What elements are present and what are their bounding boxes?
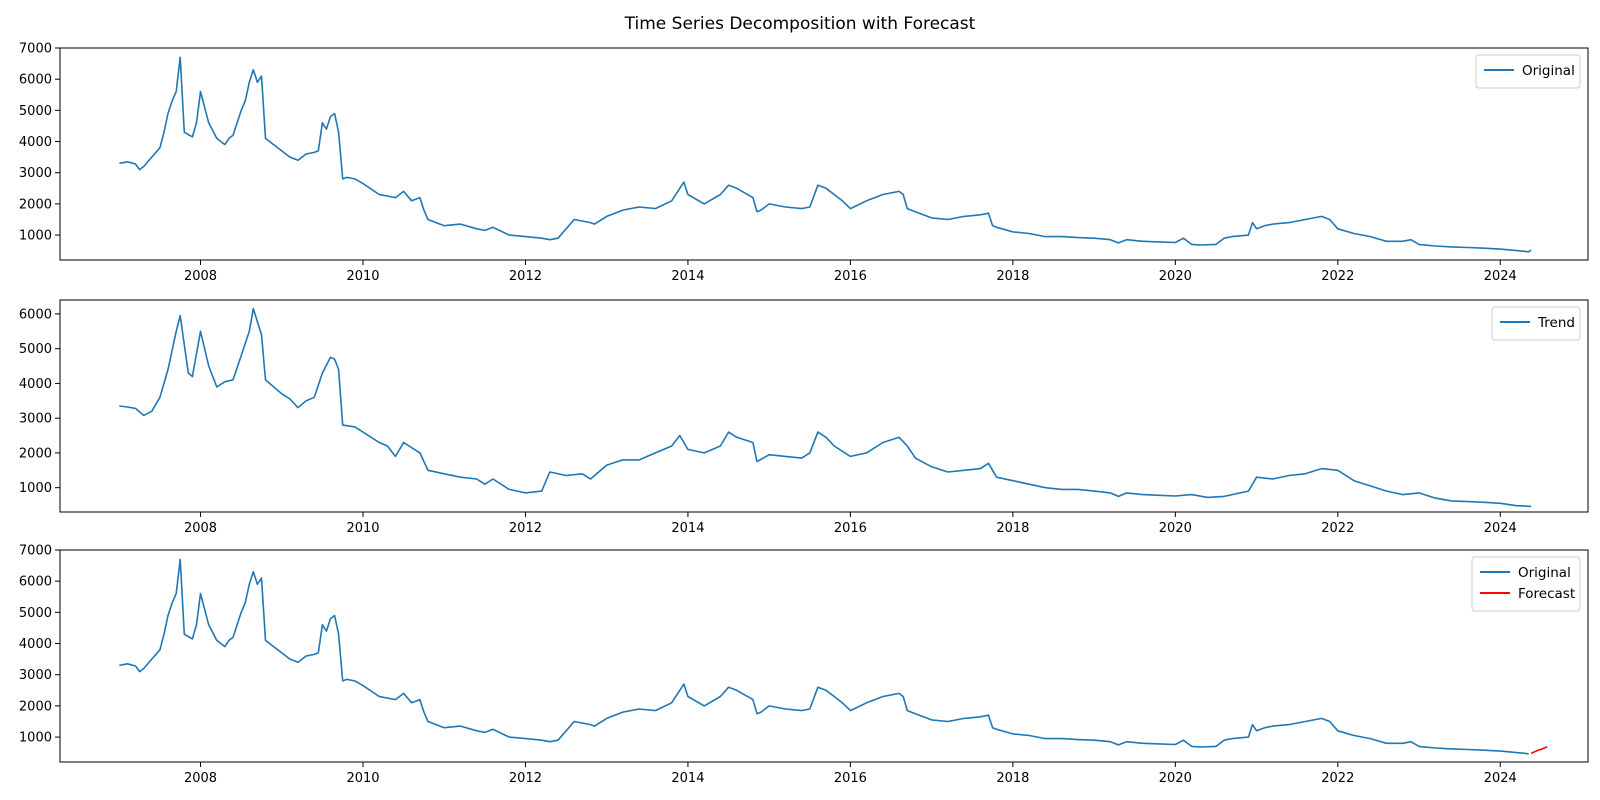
figure-title: Time Series Decomposition with Forecast	[624, 14, 976, 34]
subplot-3: 2008 2010 2012 2014 2016 2018 2020 2022 2024 1000…	[19, 544, 1589, 786]
axes-frame	[59, 299, 1589, 513]
legend-label: Trend	[1537, 315, 1575, 331]
legend-label: Original	[1522, 63, 1575, 79]
axes-frame	[59, 549, 1589, 763]
axes-frame	[59, 47, 1589, 261]
x-tick-label: 2024	[1484, 771, 1517, 786]
y-tick-label: 6000	[19, 575, 52, 590]
legend: Original Forecast	[1471, 556, 1581, 612]
legend-box	[1475, 54, 1581, 89]
legend-box	[1491, 306, 1581, 341]
x-tick-label: 2020	[1159, 269, 1192, 284]
legend: Trend	[1491, 306, 1581, 341]
y-tick-label: 2000	[19, 446, 52, 461]
legend-box	[1471, 556, 1581, 612]
x-tick-label: 2018	[996, 521, 1029, 536]
y-tick-label: 5000	[19, 606, 52, 621]
x-tick-label: 2020	[1159, 521, 1192, 536]
x-tick-label: 2008	[184, 269, 217, 284]
x-tick-label: 2014	[671, 521, 704, 536]
y-tick-label: 1000	[19, 731, 52, 746]
y-tick-label: 4000	[19, 377, 52, 392]
x-tick-label: 2022	[1321, 771, 1354, 786]
x-tick-label: 2008	[184, 521, 217, 536]
series-line-original	[119, 558, 1529, 755]
y-tick-label: 1000	[19, 229, 52, 244]
x-tick-label: 2008	[184, 771, 217, 786]
y-tick-label: 7000	[19, 544, 52, 559]
y-tick-label: 6000	[19, 73, 52, 88]
y-tick-label: 6000	[19, 307, 52, 322]
series-line-forecast	[1530, 745, 1548, 755]
legend: Original	[1475, 54, 1581, 89]
x-tick-label: 2022	[1321, 521, 1354, 536]
y-tick-label: 2000	[19, 197, 52, 212]
subplots: 2008 2010 2012 2014 2016 2018 2020 2022 2024 1000…	[19, 42, 1589, 786]
x-tick-label: 2020	[1159, 771, 1192, 786]
y-tick-label: 3000	[19, 668, 52, 683]
y-tick-label: 4000	[19, 637, 52, 652]
x-tick-label: 2010	[346, 771, 379, 786]
legend-label: Original	[1518, 565, 1571, 581]
y-tick-label: 4000	[19, 135, 52, 150]
x-tick-label: 2014	[671, 269, 704, 284]
series-line-original	[119, 56, 1532, 253]
x-tick-label: 2018	[996, 269, 1029, 284]
x-tick-label: 2012	[509, 269, 542, 284]
series-line-trend	[119, 307, 1532, 508]
x-tick-label: 2014	[671, 771, 704, 786]
y-tick-label: 2000	[19, 699, 52, 714]
x-tick-label: 2012	[509, 771, 542, 786]
x-tick-label: 2016	[834, 521, 867, 536]
x-tick-label: 2010	[346, 521, 379, 536]
x-tick-label: 2012	[509, 521, 542, 536]
x-tick-label: 2010	[346, 269, 379, 284]
y-tick-label: 1000	[19, 481, 52, 496]
y-tick-label: 3000	[19, 412, 52, 427]
x-tick-label: 2018	[996, 771, 1029, 786]
y-tick-label: 7000	[19, 42, 52, 57]
y-tick-label: 5000	[19, 342, 52, 357]
x-tick-label: 2024	[1484, 521, 1517, 536]
subplot-2: 2008 2010 2012 2014 2016 2018 2020 2022 2024 1000…	[19, 299, 1589, 536]
x-tick-label: 2024	[1484, 269, 1517, 284]
legend-label: Forecast	[1518, 586, 1575, 602]
x-tick-label: 2022	[1321, 269, 1354, 284]
subplot-1: 2008 2010 2012 2014 2016 2018 2020 2022 2024 1000…	[19, 42, 1589, 284]
y-tick-label: 3000	[19, 166, 52, 181]
x-tick-label: 2016	[834, 269, 867, 284]
x-tick-label: 2016	[834, 771, 867, 786]
y-tick-label: 5000	[19, 104, 52, 119]
